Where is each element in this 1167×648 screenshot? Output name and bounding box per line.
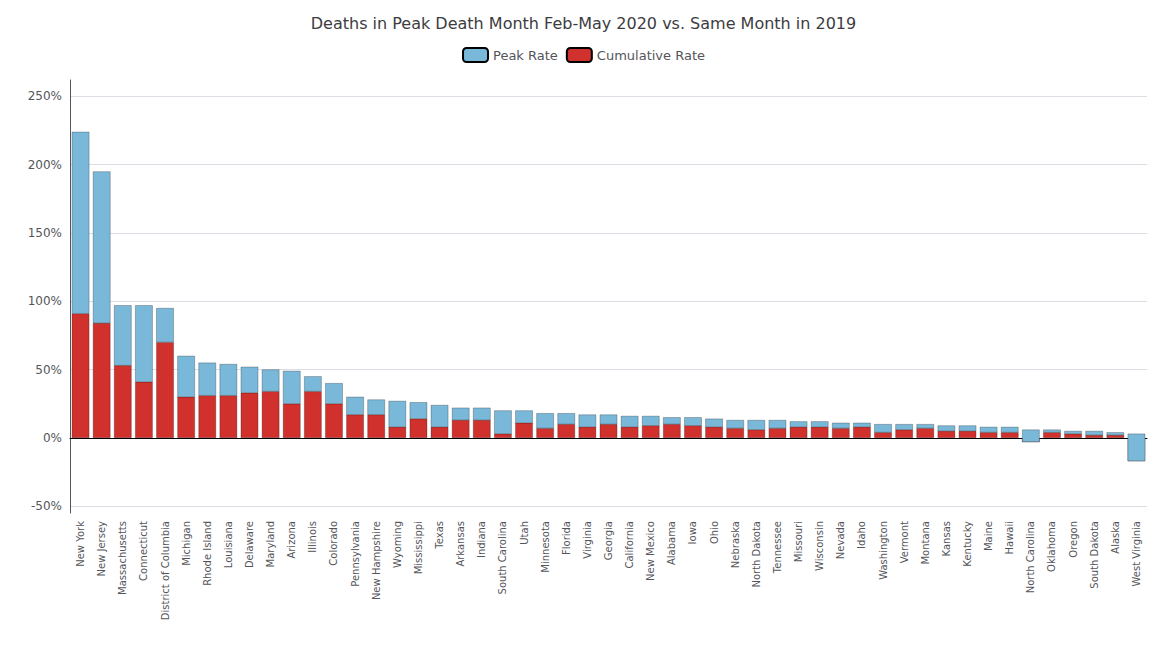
svg-text:Hawaii: Hawaii xyxy=(1004,521,1015,555)
svg-text:West Virginia: West Virginia xyxy=(1131,521,1142,586)
svg-text:Delaware: Delaware xyxy=(244,521,255,568)
svg-text:Georgia: Georgia xyxy=(603,521,614,560)
svg-text:Idaho: Idaho xyxy=(856,521,867,549)
svg-text:Cumulative Rate: Cumulative Rate xyxy=(597,48,705,63)
svg-text:Arizona: Arizona xyxy=(286,521,297,559)
svg-text:Missouri: Missouri xyxy=(793,521,804,562)
svg-text:Kansas: Kansas xyxy=(941,521,952,556)
svg-text:New Jersey: New Jersey xyxy=(96,521,107,577)
svg-text:Connecticut: Connecticut xyxy=(138,521,149,581)
svg-text:Illinois: Illinois xyxy=(307,521,318,553)
svg-text:200%: 200% xyxy=(28,158,62,172)
svg-text:Kentucky: Kentucky xyxy=(962,521,973,567)
svg-text:Minnesota: Minnesota xyxy=(540,521,551,573)
svg-text:Texas: Texas xyxy=(434,521,445,550)
svg-text:Iowa: Iowa xyxy=(687,521,698,544)
svg-text:California: California xyxy=(624,521,635,569)
svg-text:Virginia: Virginia xyxy=(582,521,593,559)
svg-text:Vermont: Vermont xyxy=(899,521,910,563)
svg-text:Michigan: Michigan xyxy=(181,521,192,566)
svg-text:Maryland: Maryland xyxy=(265,521,276,567)
svg-text:Alabama: Alabama xyxy=(666,521,677,565)
svg-text:Peak Rate: Peak Rate xyxy=(493,48,558,63)
svg-text:Massachusetts: Massachusetts xyxy=(117,521,128,595)
svg-text:Ohio: Ohio xyxy=(709,521,720,544)
svg-text:Nevada: Nevada xyxy=(835,521,846,559)
svg-text:Pennsylvania: Pennsylvania xyxy=(350,521,361,587)
svg-text:50%: 50% xyxy=(35,363,62,377)
svg-text:Arkansas: Arkansas xyxy=(455,521,466,567)
svg-text:Washington: Washington xyxy=(878,521,889,580)
svg-text:Louisiana: Louisiana xyxy=(223,521,234,568)
svg-text:New York: New York xyxy=(75,521,86,567)
svg-text:100%: 100% xyxy=(28,294,62,308)
svg-text:Mississippi: Mississippi xyxy=(413,521,424,574)
svg-text:South Dakota: South Dakota xyxy=(1089,521,1100,589)
svg-text:Wyoming: Wyoming xyxy=(392,521,403,568)
svg-text:Montana: Montana xyxy=(920,521,931,565)
svg-text:North Dakota: North Dakota xyxy=(751,521,762,588)
svg-text:Alaska: Alaska xyxy=(1110,521,1121,554)
svg-text:0%: 0% xyxy=(43,431,62,445)
svg-text:150%: 150% xyxy=(28,226,62,240)
svg-text:District of Columbia: District of Columbia xyxy=(160,521,171,620)
svg-text:New Hampshire: New Hampshire xyxy=(371,521,382,600)
svg-text:Oregon: Oregon xyxy=(1068,521,1079,558)
svg-text:-50%: -50% xyxy=(31,499,62,513)
svg-text:Rhode Island: Rhode Island xyxy=(202,521,213,586)
svg-text:South Carolina: South Carolina xyxy=(497,521,508,594)
svg-text:Oklahoma: Oklahoma xyxy=(1046,521,1057,572)
svg-text:Nebraska: Nebraska xyxy=(730,521,741,568)
svg-text:250%: 250% xyxy=(28,89,62,103)
svg-text:New Mexico: New Mexico xyxy=(645,521,656,581)
svg-text:Tennessee: Tennessee xyxy=(772,521,783,574)
svg-text:Utah: Utah xyxy=(519,521,530,545)
svg-text:Deaths in Peak Death Month Feb: Deaths in Peak Death Month Feb-May 2020 … xyxy=(311,14,856,33)
svg-text:Maine: Maine xyxy=(983,521,994,551)
svg-text:Florida: Florida xyxy=(561,521,572,555)
svg-text:North Carolina: North Carolina xyxy=(1025,521,1036,593)
svg-text:Colorado: Colorado xyxy=(328,521,339,566)
svg-text:Wisconsin: Wisconsin xyxy=(814,521,825,571)
svg-text:Indiana: Indiana xyxy=(476,521,487,558)
